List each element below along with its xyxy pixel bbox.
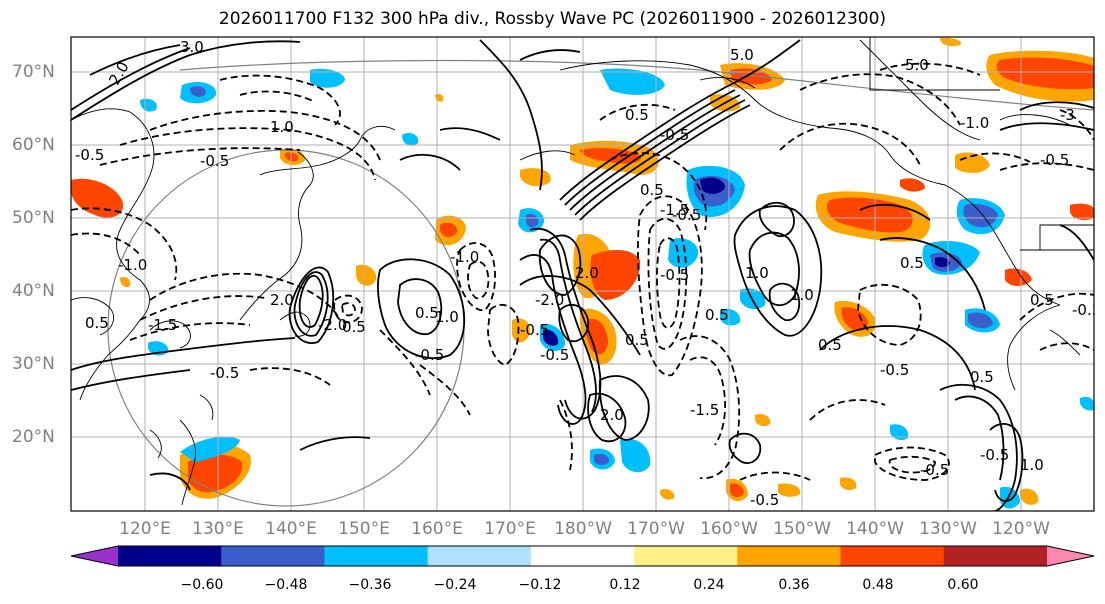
colorbar-label: 0.48 bbox=[862, 577, 894, 593]
lon-label: 160°E bbox=[411, 519, 463, 539]
lat-label: 70°N bbox=[12, 62, 55, 82]
contour-label: -0.5 bbox=[980, 446, 1009, 464]
lon-label: 150°W bbox=[773, 519, 831, 539]
contour-label: -0.5 bbox=[920, 461, 949, 479]
colorbar-segment bbox=[634, 546, 738, 566]
colorbar-label: −0.60 bbox=[180, 577, 224, 593]
colorbar-label: −0.24 bbox=[433, 577, 477, 593]
colorbar-label: 0.60 bbox=[947, 577, 979, 593]
contour-label: -0.5 bbox=[750, 491, 779, 509]
contour-label: -1.0 bbox=[118, 256, 147, 274]
lon-label: 130°W bbox=[919, 519, 977, 539]
contour-label: 0.5 bbox=[415, 304, 439, 322]
colorbar-extend-max bbox=[1047, 546, 1094, 566]
colorbar-segment bbox=[118, 546, 222, 566]
contour-label: -0.5 bbox=[75, 146, 104, 164]
contour-label: 1.0 bbox=[270, 118, 294, 136]
map-panel: 2.0 3.0 -0.5 0.5 1.0 -1.0 -0.5 -1.5 2.0 … bbox=[70, 36, 1101, 512]
map-frame bbox=[70, 36, 1095, 512]
colorbar bbox=[70, 545, 1095, 567]
colorbar-segment bbox=[737, 546, 842, 566]
lon-label: 120°W bbox=[992, 519, 1050, 539]
contour-label: -0.5 bbox=[415, 346, 444, 364]
graticule bbox=[71, 37, 1094, 511]
contour-label: -3 bbox=[1060, 106, 1075, 124]
colorbar-segment bbox=[530, 546, 635, 566]
contour-label: -0.5 bbox=[200, 152, 229, 170]
colorbar-segment bbox=[943, 546, 1048, 566]
contour-label: 0.5 bbox=[818, 336, 842, 354]
contours-positive bbox=[71, 39, 1094, 511]
lon-label: 140°E bbox=[265, 519, 317, 539]
contour-label: -1.5 bbox=[148, 316, 177, 334]
lon-label: 160°W bbox=[700, 519, 758, 539]
contour-label: -1.5 bbox=[660, 201, 689, 219]
lat-label: 60°N bbox=[12, 135, 55, 155]
contour-label: 0.5 bbox=[970, 368, 994, 386]
contour-label: -0.5 bbox=[660, 266, 689, 284]
colorbar-segment bbox=[840, 546, 945, 566]
contour-label: 0.5 bbox=[640, 181, 664, 199]
colorbar-outline bbox=[70, 545, 1095, 567]
lon-label: 130°E bbox=[192, 519, 244, 539]
lon-label: 120°E bbox=[119, 519, 171, 539]
colorbar-segment bbox=[221, 546, 325, 566]
contour-label: 0.5 bbox=[1030, 291, 1054, 309]
contour-label: 2.0 bbox=[270, 291, 294, 309]
map-title: 2026011700 F132 300 hPa div., Rossby Wav… bbox=[218, 9, 887, 29]
contour-label: 0.5 bbox=[625, 331, 649, 349]
contour-label: 1.0 bbox=[790, 286, 814, 304]
contour-label: 1.0 bbox=[745, 264, 769, 282]
lat-label: 30°N bbox=[12, 354, 55, 374]
colorbar-segment bbox=[324, 546, 429, 566]
contour-label: -0.5 bbox=[1040, 151, 1069, 169]
contours-negative bbox=[71, 62, 1094, 481]
lon-label: 180°W bbox=[554, 519, 612, 539]
colorbar-label: 0.12 bbox=[609, 577, 641, 593]
lon-label: 150°E bbox=[338, 519, 390, 539]
contour-label: 0.5 bbox=[85, 314, 109, 332]
contour-label: 1.0 bbox=[435, 308, 459, 326]
colorbar-extend-min bbox=[71, 546, 118, 566]
lon-label: 170°W bbox=[627, 519, 685, 539]
colorbar-segment bbox=[427, 546, 532, 566]
lon-label: 140°W bbox=[846, 519, 904, 539]
colorbar-label: −0.48 bbox=[264, 577, 308, 593]
contour-label: -0.5 bbox=[1072, 301, 1101, 319]
contour-label: -1.0 bbox=[450, 248, 479, 266]
contour-label: 2.0 bbox=[575, 264, 599, 282]
contour-label: -0.5 bbox=[672, 206, 701, 224]
contour-label: 5.0 bbox=[730, 46, 754, 64]
contour-label: -0.5 bbox=[210, 364, 239, 382]
colorbar-label: −0.36 bbox=[348, 577, 392, 593]
lat-label: 40°N bbox=[12, 281, 55, 301]
contour-label: 5.0 bbox=[905, 56, 929, 74]
contour-label: -0.5 bbox=[880, 361, 909, 379]
divergence-fill bbox=[71, 37, 1094, 509]
contour-label: -2.0 bbox=[318, 316, 347, 334]
contour-label: 2.0 bbox=[600, 406, 624, 424]
contour-label: 0.5 bbox=[625, 106, 649, 124]
lat-label: 20°N bbox=[12, 427, 55, 447]
colorbar-label: 0.36 bbox=[778, 577, 810, 593]
contour-label: 0.5 bbox=[900, 254, 924, 272]
coastlines bbox=[71, 37, 1094, 506]
lat-label: 50°N bbox=[12, 208, 55, 228]
contour-label: -0.5 bbox=[660, 126, 689, 144]
contour-label: 1.0 bbox=[1020, 456, 1044, 474]
contour-label: -1.0 bbox=[960, 114, 989, 132]
contour-label: -0.5 bbox=[540, 346, 569, 364]
contour-label: 0.5 bbox=[705, 306, 729, 324]
contour-label: 0.5 bbox=[342, 318, 366, 336]
colorbar-label: 0.24 bbox=[693, 577, 725, 593]
contour-label: 3.0 bbox=[180, 38, 204, 56]
contour-label: -2.0 bbox=[535, 291, 564, 309]
contour-label: -0.5 bbox=[520, 321, 549, 339]
contour-label: -1.5 bbox=[690, 401, 719, 419]
lon-label: 170°E bbox=[484, 519, 536, 539]
colorbar-label: −0.12 bbox=[518, 577, 562, 593]
